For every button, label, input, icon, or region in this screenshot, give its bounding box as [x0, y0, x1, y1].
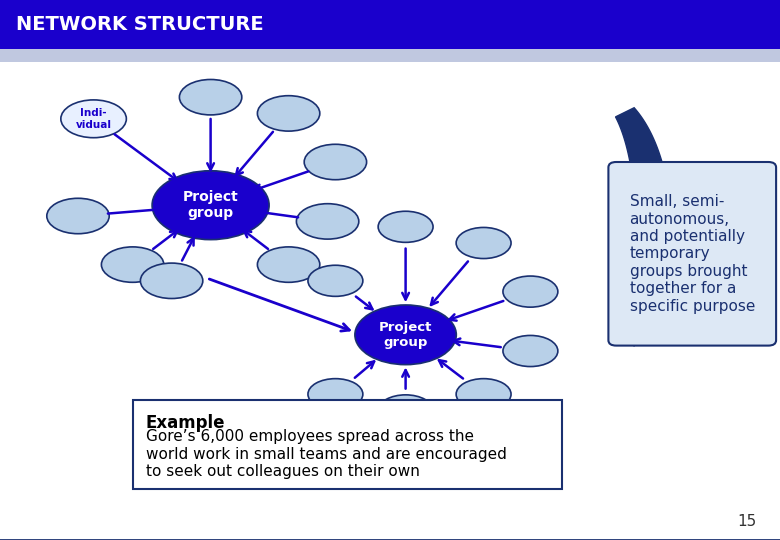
Ellipse shape: [503, 276, 558, 307]
Ellipse shape: [355, 305, 456, 364]
Ellipse shape: [61, 100, 126, 138]
Text: NETWORK STRUCTURE: NETWORK STRUCTURE: [16, 15, 263, 34]
Ellipse shape: [378, 211, 433, 242]
Ellipse shape: [308, 265, 363, 296]
Ellipse shape: [179, 79, 242, 115]
Ellipse shape: [304, 144, 367, 180]
FancyBboxPatch shape: [608, 162, 776, 346]
Ellipse shape: [378, 395, 433, 426]
Polygon shape: [615, 108, 671, 346]
Text: Project
group: Project group: [183, 190, 239, 220]
Ellipse shape: [257, 247, 320, 282]
Ellipse shape: [47, 198, 109, 234]
Text: 15: 15: [737, 514, 757, 529]
Text: Small, semi-
autonomous,
and potentially
temporary
groups brought
together for a: Small, semi- autonomous, and potentially…: [629, 194, 755, 314]
Text: Gore’s 6,000 employees spread across the
world work in small teams and are encou: Gore’s 6,000 employees spread across the…: [146, 429, 507, 479]
Text: Project
group: Project group: [379, 321, 432, 349]
Ellipse shape: [456, 227, 511, 259]
Ellipse shape: [308, 379, 363, 410]
Ellipse shape: [296, 204, 359, 239]
Ellipse shape: [456, 379, 511, 410]
Ellipse shape: [257, 96, 320, 131]
FancyBboxPatch shape: [0, 0, 780, 49]
FancyBboxPatch shape: [133, 400, 562, 489]
Ellipse shape: [140, 263, 203, 299]
Ellipse shape: [101, 247, 164, 282]
Ellipse shape: [503, 335, 558, 367]
Ellipse shape: [152, 171, 269, 240]
Text: Example: Example: [146, 414, 225, 432]
FancyBboxPatch shape: [0, 49, 780, 62]
Text: Indi-
vidual: Indi- vidual: [76, 108, 112, 130]
